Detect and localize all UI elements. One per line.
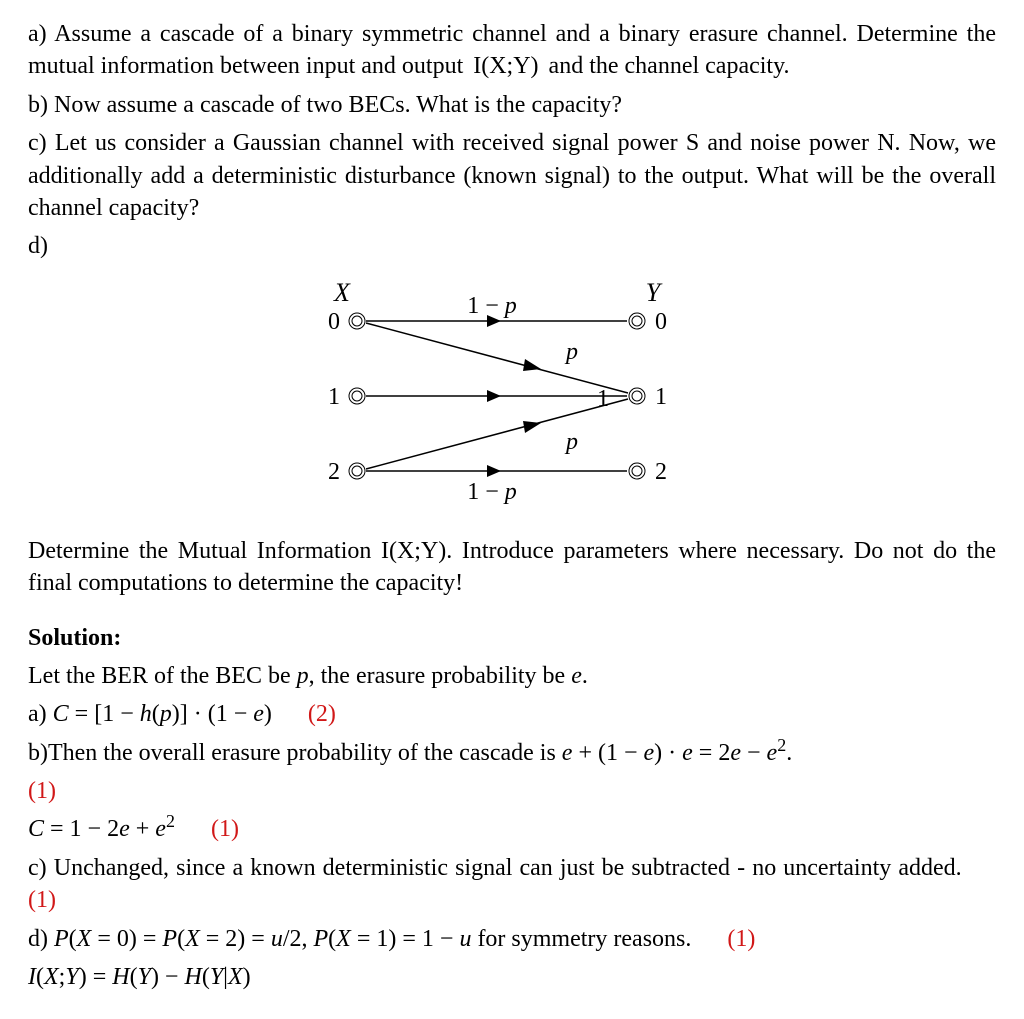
arrowhead-x2-y2 <box>487 465 501 477</box>
edge-label-x2-y1: p <box>564 429 578 455</box>
problem-a: a) Assume a cascade of a binary symmetri… <box>28 18 996 83</box>
svg-text:0: 0 <box>655 309 667 335</box>
solution-intro: Let the BER of the BEC be p, the erasure… <box>28 660 996 692</box>
svg-text:1: 1 <box>328 384 340 410</box>
problem-c: c) Let us consider a Gaussian channel wi… <box>28 127 996 224</box>
channel-diagram: X Y 0 1 2 0 1 <box>28 271 996 521</box>
edge-label-x1-y1: 1 <box>597 386 609 412</box>
node-x2: 2 <box>328 459 365 485</box>
arrowhead-x0-y1 <box>523 359 541 371</box>
solution-d: d) P(X = 0) = P(X = 2) = u/2, P(X = 1) =… <box>28 923 996 955</box>
edge-x2-y1 <box>366 399 628 469</box>
diagram-header-y: Y <box>646 278 663 307</box>
edge-label-x2-y2: 1 − p <box>467 479 517 505</box>
node-x1: 1 <box>328 384 365 410</box>
problem-d-task: Determine the Mutual Information I(X;Y).… <box>28 535 996 600</box>
solution-heading: Solution: <box>28 622 996 654</box>
arrowhead-x2-y1 <box>523 421 541 433</box>
diagram-header-x: X <box>333 278 351 307</box>
node-y1: 1 <box>629 384 667 410</box>
node-y0: 0 <box>629 309 667 335</box>
node-x0: 0 <box>328 309 365 335</box>
node-y2: 2 <box>629 459 667 485</box>
points-a: (2) <box>308 701 336 727</box>
problem-d-label: d) <box>28 230 996 262</box>
solution-a: a) C = [1 − h(p)] · (1 − e) (2) <box>28 698 996 730</box>
solution-d-eq: I(X;Y) = H(Y) − H(Y|X) <box>28 961 996 993</box>
solution-b-points: (1) <box>28 775 996 807</box>
svg-text:0: 0 <box>328 309 340 335</box>
edge-label-x0-y0: 1 − p <box>467 293 517 319</box>
svg-text:1: 1 <box>655 384 667 410</box>
solution-c: c) Unchanged, since a known deterministi… <box>28 852 996 917</box>
svg-text:2: 2 <box>655 459 667 485</box>
edge-label-x0-y1: p <box>564 339 578 365</box>
solution-b-formula: C = 1 − 2e + e2 (1) <box>28 813 996 845</box>
problem-b: b) Now assume a cascade of two BECs. Wha… <box>28 89 996 121</box>
svg-text:2: 2 <box>328 459 340 485</box>
solution-b-line1: b)Then the overall erasure probability o… <box>28 737 996 769</box>
arrowhead-x1-y1 <box>487 390 501 402</box>
edge-x0-y1 <box>366 323 628 393</box>
